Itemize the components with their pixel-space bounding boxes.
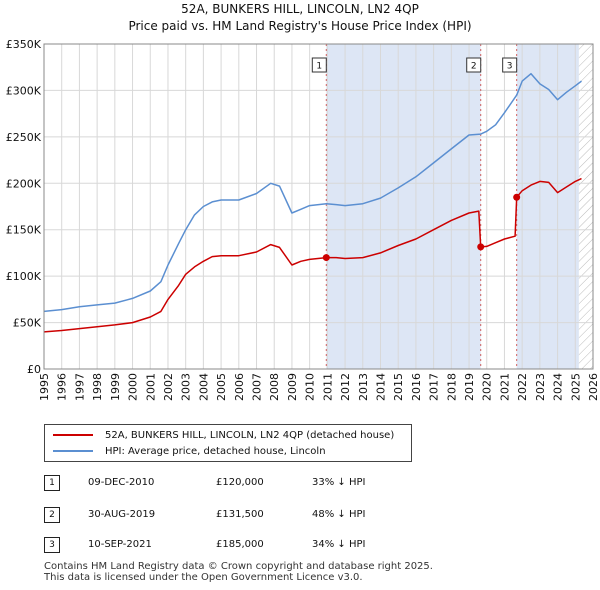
sale-marker-box (502, 57, 518, 73)
x-tick-label: 2003 (180, 373, 193, 401)
x-tick-label: 2013 (357, 373, 370, 401)
transaction-date: 10-SEP-2021 (88, 539, 152, 550)
transaction-price: £120,000 (216, 477, 264, 488)
x-tick-label: 2000 (127, 373, 140, 401)
x-tick-label: 1998 (91, 373, 104, 401)
x-tick-label: 2020 (481, 373, 494, 401)
property-line-swatch (53, 434, 93, 436)
sale-marker-label: 3 (507, 62, 513, 72)
x-tick-label: 2012 (339, 373, 352, 401)
transaction-hpi-diff: 34% ↓ HPI (312, 539, 366, 550)
x-tick-label: 1996 (56, 373, 69, 401)
transaction-row: 1 09-DEC-2010 £120,000 33% ↓ HPI (0, 475, 600, 493)
chart-subtitle: Price paid vs. HM Land Registry's House … (128, 19, 472, 33)
x-tick-label: 2008 (268, 373, 281, 401)
x-tick-label: 2010 (304, 373, 317, 401)
plot-frame (43, 43, 594, 370)
transaction-hpi-diff: 33% ↓ HPI (312, 477, 366, 488)
x-tick-label: 2022 (516, 373, 529, 401)
sale-marker-label: 1 (316, 62, 322, 72)
x-tick-label: 2007 (251, 373, 264, 401)
sale-marker-label: 2 (471, 62, 477, 72)
x-tick-label: 2021 (498, 373, 511, 401)
sale-marker-box (311, 57, 327, 73)
x-tick-label: 2005 (215, 373, 228, 401)
x-tick-label: 2026 (587, 373, 600, 401)
x-tick-label: 2009 (286, 373, 299, 401)
chart-title: 52A, BUNKERS HILL, LINCOLN, LN2 4QP (181, 2, 419, 16)
x-tick-label: 2018 (445, 373, 458, 401)
transaction-row: 2 30-AUG-2019 £131,500 48% ↓ HPI (0, 507, 600, 525)
x-tick-label: 2015 (392, 373, 405, 401)
x-tick-label: 2006 (233, 373, 246, 401)
price-chart: 1 2 3 £0 £50K £100K £150K £200K £250K £300K £350K 1… (6, 38, 600, 401)
hpi-line-swatch (53, 450, 93, 452)
y-tick-label: £250K (6, 131, 42, 144)
footer: Contains HM Land Registry data © Crown c… (44, 561, 433, 583)
hpi-line (43, 72, 582, 313)
plot-area (44, 44, 593, 369)
x-tick-label: 2025 (569, 373, 582, 401)
y-tick-label: £300K (6, 84, 42, 97)
footer-copyright: Contains HM Land Registry data © Crown c… (44, 561, 433, 572)
transaction-hpi-diff: 48% ↓ HPI (312, 509, 366, 520)
x-tick-label: 1999 (109, 373, 122, 401)
y-tick-label: £150K (6, 224, 42, 237)
y-tick-label: £50K (13, 317, 42, 330)
x-tick-label: 2002 (162, 373, 175, 401)
y-tick-label: £0 (27, 363, 41, 376)
x-tick-label: 2019 (463, 373, 476, 401)
legend-item-hpi: HPI: Average price, detached house, Linc… (45, 444, 326, 458)
x-tick-label: 1997 (73, 373, 86, 401)
x-tick-label: 2011 (321, 373, 334, 401)
sale-period-shade (516, 44, 579, 369)
sale-period-shade (326, 44, 481, 369)
transaction-date: 30-AUG-2019 (88, 509, 156, 520)
forecast-hatch (578, 44, 593, 369)
y-tick-label: £200K (6, 177, 42, 190)
legend: 52A, BUNKERS HILL, LINCOLN, LN2 4QP (det… (44, 424, 412, 462)
x-tick-label: 2004 (197, 373, 210, 401)
y-tick-label: £100K (6, 270, 42, 283)
x-tick-label: 2016 (410, 373, 423, 401)
sale-marker-box (466, 57, 482, 73)
transaction-date: 09-DEC-2010 (88, 477, 155, 488)
x-tick-label: 2023 (534, 373, 547, 401)
transaction-row: 3 10-SEP-2021 £185,000 34% ↓ HPI (0, 537, 600, 555)
sale-point (513, 193, 521, 201)
x-tick-label: 2014 (374, 373, 387, 401)
sale-point (477, 243, 485, 251)
transaction-price: £185,000 (216, 539, 264, 550)
legend-label-property: 52A, BUNKERS HILL, LINCOLN, LN2 4QP (det… (105, 429, 395, 441)
sale-point (322, 254, 330, 262)
x-tick-label: 2024 (552, 373, 565, 401)
footer-license: This data is licensed under the Open Gov… (44, 572, 363, 583)
legend-item-property: 52A, BUNKERS HILL, LINCOLN, LN2 4QP (det… (45, 428, 394, 442)
legend-label-hpi: HPI: Average price, detached house, Linc… (105, 445, 326, 457)
transaction-number: 2 (44, 507, 60, 523)
x-tick-label: 2017 (428, 373, 441, 401)
transaction-price: £131,500 (216, 509, 264, 520)
x-tick-label: 2001 (144, 373, 157, 401)
x-tick-label: 1995 (38, 373, 51, 401)
y-tick-label: £350K (6, 38, 42, 51)
transaction-number: 3 (44, 537, 60, 553)
transaction-number: 1 (44, 475, 60, 491)
